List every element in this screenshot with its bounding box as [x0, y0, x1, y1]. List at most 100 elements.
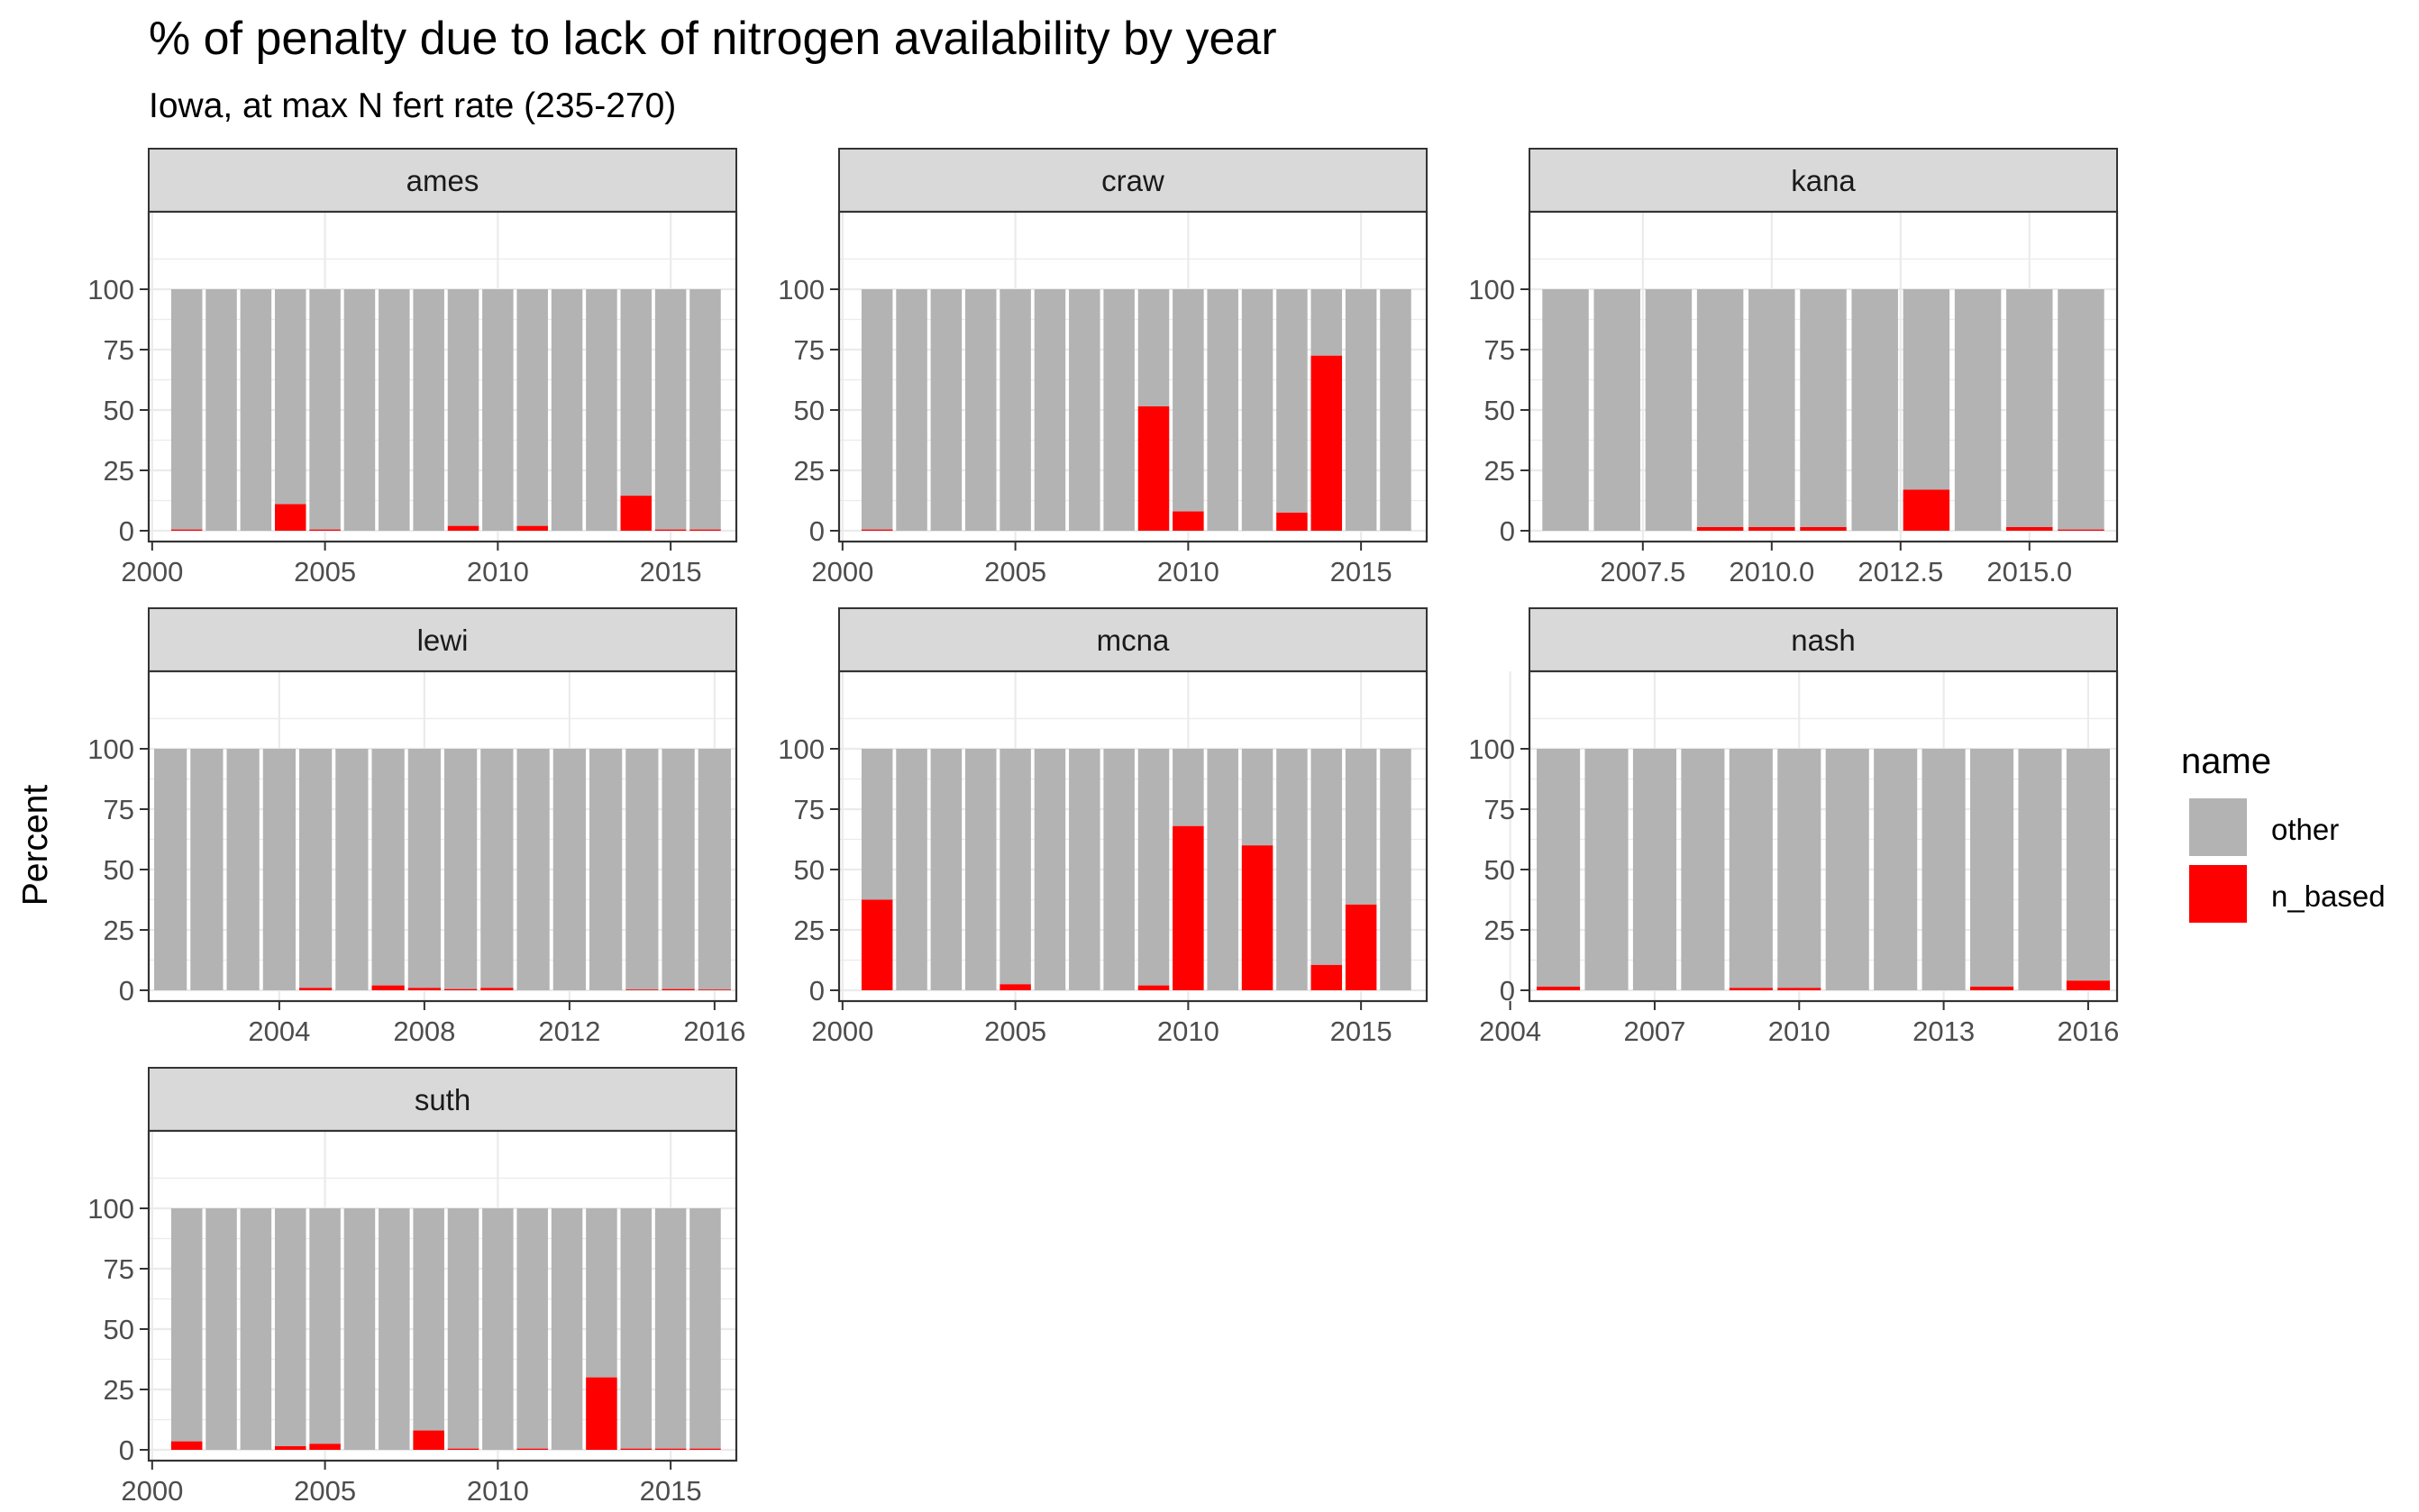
bar-n-based-2013	[586, 1377, 617, 1450]
y-tick-label: 100	[778, 733, 825, 765]
bar-other-2012	[551, 1208, 583, 1450]
bar-other-2010	[1777, 749, 1821, 988]
panel-lewi: lewi 0 25 50 75 100 2004 2008 2012 2016	[87, 607, 745, 1047]
y-tick-label: 100	[87, 274, 134, 305]
x-tick-label: 2012.5	[1858, 556, 1943, 587]
bar-other-2014	[620, 289, 653, 496]
bar-other-2007	[1069, 749, 1100, 990]
bar-other-2011	[1825, 749, 1869, 990]
bar-other-2010	[480, 749, 514, 988]
legend-key-other	[2187, 797, 2249, 858]
bar-n-based-2004	[274, 504, 306, 531]
bar-other-2005	[1000, 749, 1031, 985]
panel-suth: suth 0 25 50 75 100 2000 2005 2010 2015	[87, 1067, 738, 1507]
x-tick-label: 2010	[467, 556, 529, 587]
bar-other-2004	[274, 289, 306, 505]
y-tick-label: 100	[778, 274, 825, 305]
x-tick-label: 2010	[467, 1475, 529, 1507]
bar-other-2008	[1103, 289, 1135, 531]
bar-other-2016	[689, 1208, 721, 1449]
bar-other-2005	[1537, 749, 1581, 987]
bar-other-2009	[1696, 289, 1744, 527]
bar-other-2003	[240, 1208, 272, 1450]
bar-other-2011	[516, 1208, 548, 1449]
y-tick-label: 25	[104, 915, 134, 946]
legend: name other n_based	[2181, 742, 2386, 925]
bar-other-2016	[698, 749, 731, 990]
bar-other-2010	[482, 289, 514, 531]
bar-other-2009	[447, 289, 479, 526]
bar-n-based-2011	[1800, 526, 1847, 531]
bar-other-2015	[654, 289, 687, 530]
bar-n-based-2005	[299, 988, 333, 990]
x-tick-label: 2008	[393, 1016, 455, 1047]
bar-other-2013	[1922, 749, 1966, 990]
bar-other-2002	[205, 1208, 237, 1450]
y-tick-label: 25	[794, 915, 825, 946]
bar-n-based-2007	[371, 985, 405, 990]
y-tick-label: 50	[794, 854, 825, 886]
bar-other-2016	[689, 289, 721, 530]
strip-label-craw: craw	[1101, 164, 1164, 197]
x-tick-label: 2016	[683, 1016, 745, 1047]
strip-label-mcna: mcna	[1097, 624, 1170, 657]
bar-n-based-2015	[2006, 526, 2053, 531]
bar-n-based-2010	[1173, 511, 1204, 531]
y-tick-label: 75	[104, 334, 134, 366]
bar-other-2013	[1276, 289, 1308, 513]
y-tick-label: 50	[104, 395, 134, 426]
bar-n-based-2005	[1537, 986, 1581, 990]
bar-other-2007	[371, 749, 405, 986]
bar-other-2009	[444, 749, 478, 989]
bar-n-based-2005	[309, 1444, 341, 1450]
bar-other-2013	[586, 289, 617, 531]
bar-other-2005	[1000, 289, 1031, 531]
x-tick-label: 2016	[2057, 1016, 2119, 1047]
bar-n-based-2005	[1000, 984, 1031, 990]
bar-other-2010	[1748, 289, 1795, 527]
bar-other-2006	[1034, 749, 1066, 990]
panel-border-craw	[837, 210, 1429, 543]
bar-other-2015	[662, 749, 695, 989]
bar-other-2005	[309, 289, 341, 530]
bar-other-2010	[482, 1208, 514, 1450]
bar-n-based-2012	[1241, 845, 1273, 990]
bar-other-2001	[861, 289, 893, 530]
y-tick-label: 75	[794, 334, 825, 366]
x-tick-label: 2004	[248, 1016, 310, 1047]
x-tick-label: 2005	[294, 1475, 356, 1507]
bar-other-2013	[1903, 289, 1950, 490]
bar-other-2007	[1593, 289, 1640, 531]
bar-other-2011	[1800, 289, 1847, 527]
panel-border-ames	[147, 210, 738, 543]
bar-n-based-2001	[170, 529, 203, 531]
y-tick-label: 50	[104, 1314, 134, 1345]
bar-n-based-2009	[444, 988, 478, 990]
x-tick-label: 2000	[811, 1016, 873, 1047]
y-axis-label: Percent	[16, 785, 55, 906]
strip-ames	[148, 148, 737, 213]
bar-other-2010	[1173, 749, 1204, 826]
x-tick-label: 2004	[1479, 1016, 1541, 1047]
bar-other-2001	[170, 289, 203, 530]
bar-n-based-2001	[861, 529, 893, 531]
x-tick-label: 2010	[1157, 556, 1219, 587]
bar-other-2011	[1207, 289, 1238, 531]
panel-border-mcna	[837, 669, 1429, 1003]
bar-n-based-2015	[654, 1448, 687, 1450]
bar-other-2013	[1276, 749, 1308, 990]
bar-n-based-2009	[1729, 988, 1773, 990]
y-tick-label: 0	[1500, 515, 1515, 547]
bar-other-2014	[620, 1208, 653, 1449]
x-tick-label: 2000	[121, 556, 183, 587]
x-tick-label: 2015	[640, 556, 702, 587]
x-tick-label: 2000	[811, 556, 873, 587]
strip-mcna	[838, 607, 1428, 672]
strip-nash	[1529, 607, 2118, 672]
bar-other-2003	[226, 749, 260, 990]
y-tick-label: 0	[809, 975, 825, 1006]
bar-other-2006	[1542, 289, 1589, 531]
bar-other-2012	[1874, 749, 1918, 990]
bar-other-2016	[2058, 289, 2104, 530]
bar-n-based-2001	[861, 899, 893, 990]
